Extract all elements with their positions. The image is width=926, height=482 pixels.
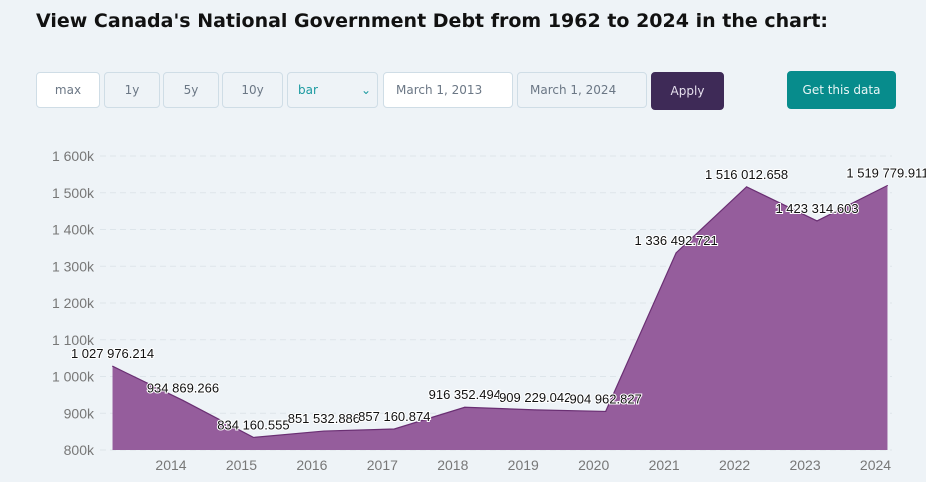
chart-type-select[interactable]: bar ⌄	[287, 72, 378, 108]
data-label: 857 160.874	[358, 409, 430, 424]
data-label: 916 352.494	[429, 387, 501, 402]
range-1y-button[interactable]: 1y	[104, 72, 160, 108]
get-this-data-button[interactable]: Get this data	[787, 71, 896, 109]
data-label: 851 532.886	[288, 411, 360, 426]
data-point	[605, 410, 607, 412]
y-tick-label: 1 400k	[52, 222, 95, 238]
data-point	[252, 436, 254, 438]
data-label: 909 229.042	[499, 390, 571, 405]
y-tick-label: 800k	[64, 442, 95, 458]
x-tick-label: 2014	[155, 457, 186, 473]
x-tick-label: 2015	[226, 457, 257, 473]
x-tick-label: 2019	[508, 457, 539, 473]
y-tick-label: 1 200k	[52, 295, 95, 311]
data-label: 1 027 976.214	[71, 346, 154, 361]
x-tick-label: 2018	[437, 457, 468, 473]
data-label: 1 519 779.911	[846, 165, 926, 180]
range-max-button[interactable]: max	[36, 72, 100, 108]
y-tick-label: 1 300k	[52, 258, 95, 274]
data-point	[886, 184, 888, 186]
start-date-input[interactable]: March 1, 2013	[383, 72, 513, 108]
data-point	[393, 428, 395, 430]
chart-type-value: bar	[298, 83, 318, 97]
x-tick-label: 2017	[367, 457, 398, 473]
x-tick-label: 2016	[296, 457, 327, 473]
data-point	[112, 365, 114, 367]
data-point	[323, 430, 325, 432]
chevron-down-icon: ⌄	[360, 83, 371, 97]
y-tick-label: 1 100k	[52, 332, 95, 348]
data-label: 1 516 012.658	[705, 167, 788, 182]
range-5y-button[interactable]: 5y	[163, 72, 219, 108]
data-point	[182, 399, 184, 401]
range-10y-button[interactable]: 10y	[222, 72, 283, 108]
x-tick-label: 2022	[719, 457, 750, 473]
data-label: 904 962.827	[570, 391, 642, 406]
y-tick-label: 1 600k	[52, 148, 95, 164]
data-point	[534, 409, 536, 411]
data-label: 934 869.266	[147, 380, 219, 395]
y-tick-label: 1 000k	[52, 369, 95, 385]
x-tick-label: 2023	[789, 457, 820, 473]
data-label: 834 160.555	[217, 417, 289, 432]
data-point	[464, 406, 466, 408]
data-label: 1 423 314.603	[775, 201, 858, 216]
end-date-input[interactable]: March 1, 2024	[517, 72, 647, 108]
data-point	[746, 186, 748, 188]
y-tick-label: 900k	[64, 405, 95, 421]
x-tick-label: 2021	[649, 457, 680, 473]
debt-line	[112, 184, 888, 439]
data-point	[675, 252, 677, 254]
y-tick-label: 1 500k	[52, 185, 95, 201]
page-title: View Canada's National Government Debt f…	[36, 10, 829, 32]
apply-button[interactable]: Apply	[651, 72, 724, 110]
x-tick-label: 2024	[860, 457, 891, 473]
data-label: 1 336 492.721	[635, 233, 718, 248]
debt-area	[112, 185, 888, 450]
data-point	[816, 220, 818, 222]
x-tick-label: 2020	[578, 457, 609, 473]
